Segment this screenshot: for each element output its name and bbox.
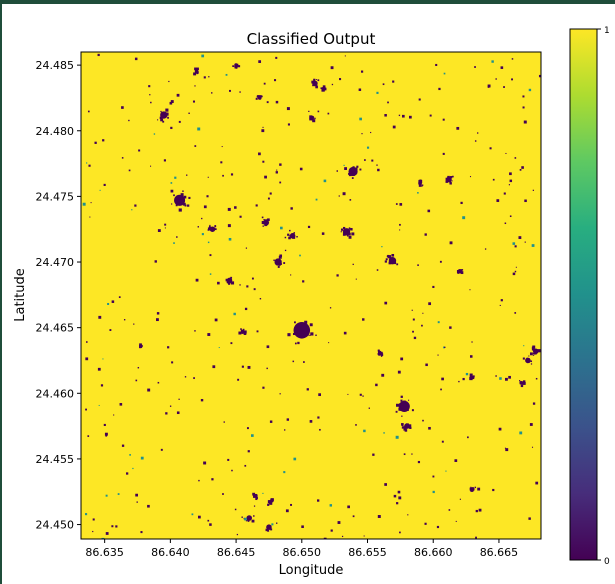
class-0-patch-4 [207,224,217,232]
y-axis-label: Latitude [13,268,28,322]
scattered-speckles [82,53,541,539]
x-tick-label-5: 86.660 [414,546,453,559]
x-tick-label-4: 86.655 [348,546,387,559]
x-tick-label-1: 86.640 [151,546,190,559]
y-tick-label-2: 24.475 [36,190,75,203]
class-0-patch-30 [469,373,475,381]
class-0-patch-8 [273,254,286,268]
x-tick-label-3: 86.650 [283,546,322,559]
class-0-patch-29 [469,486,477,492]
class-0-patch-27 [238,328,247,336]
colorbar-min-label: 0 [604,557,610,567]
class-0-patch-19 [456,269,464,274]
class-0-patch-3 [232,63,241,69]
class-0-patch-21 [522,355,533,365]
class-0-patch-16 [395,395,414,417]
chart-title: Classified Output [247,30,376,48]
y-tick-label-0: 24.485 [36,59,75,72]
plot-area [81,52,541,539]
class-0-patch-13 [344,165,362,179]
plot-frame [80,51,542,540]
y-tick-label-4: 24.465 [36,322,75,335]
class-0-patch-26 [267,498,274,506]
window-left-border [0,0,2,584]
x-tick-label-2: 86.645 [217,546,256,559]
class-0-patch-31 [309,115,316,123]
class-0-patch-12 [340,226,355,239]
class-0-patch-9 [287,320,317,345]
class-0-patch-6 [261,218,270,227]
window-top-border [0,0,615,4]
colorbar-max-label: 1 [604,26,610,36]
x-axis-ticks: 86.635 86.640 86.645 86.650 86.655 86.660 86.6… [85,539,518,559]
x-axis-label: Longitude [279,563,344,578]
y-tick-label-3: 24.470 [36,256,75,269]
class-0-patch-2 [193,67,199,76]
colorbar [569,28,598,561]
class-0-patch-7 [287,232,298,240]
y-axis-ticks: 24.485 24.480 24.475 24.470 24.465 24.460 24.4… [36,59,81,532]
class-0-patch-25 [265,524,273,532]
class-0-patch-18 [445,175,454,185]
class-0-patch-10 [311,78,320,89]
class-0-patch-1 [171,190,191,212]
x-tick-label-6: 86.665 [480,546,519,559]
class-0-patch-0 [159,108,169,123]
class-0-patch-28 [139,343,143,349]
y-tick-label-6: 24.455 [36,453,75,466]
class-0-patch-17 [401,423,412,432]
x-tick-label-0: 86.635 [85,546,124,559]
class-0-patch-15 [377,349,384,357]
class-0-patch-24 [252,492,258,501]
class-0-patches [82,53,541,539]
y-tick-label-1: 24.480 [36,125,75,138]
class-0-patch-22 [519,380,526,388]
y-tick-label-5: 24.460 [36,387,75,400]
class-0-patch-32 [255,95,263,100]
y-tick-label-7: 24.450 [36,519,75,532]
class-0-patch-20 [529,345,541,356]
class-0-patch-14 [384,253,399,266]
class-0-patch-11 [320,85,327,92]
